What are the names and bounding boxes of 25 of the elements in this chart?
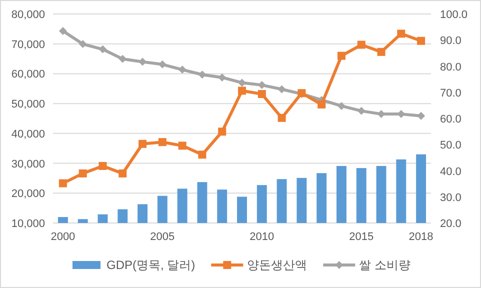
y-tick-label: 10,000 bbox=[11, 218, 45, 230]
y-tick-label: 70,000 bbox=[11, 38, 45, 51]
y2-tick-label: 40.0 bbox=[440, 166, 462, 178]
x-tick-label: 2005 bbox=[150, 231, 175, 243]
y-tick-label: 50,000 bbox=[11, 98, 45, 111]
y2-tick-label: 20.0 bbox=[440, 218, 462, 230]
y2-tick-label: 50.0 bbox=[440, 140, 462, 152]
y-tick-label: 40,000 bbox=[11, 128, 45, 140]
y2-tick-label: 90.0 bbox=[440, 35, 462, 48]
x-tick-label: 2018 bbox=[408, 231, 434, 243]
y2-tick-label: 100.0 bbox=[440, 9, 468, 21]
y2-tick-label: 70.0 bbox=[440, 87, 462, 100]
y2-tick-label: 60.0 bbox=[440, 114, 462, 126]
x-tick-label: 2000 bbox=[50, 231, 76, 243]
y-tick-label: 80,000 bbox=[11, 9, 45, 21]
x-tick-label: 2010 bbox=[250, 231, 274, 243]
y-tick-label: 20,000 bbox=[11, 188, 45, 200]
y-tick-label: 30,000 bbox=[11, 158, 45, 170]
legend-label: 쌀 소비량 bbox=[359, 258, 411, 272]
y2-tick-label: 80.0 bbox=[440, 61, 462, 74]
y-tick-label: 60,000 bbox=[11, 68, 45, 81]
x-tick-label: 2015 bbox=[349, 231, 374, 243]
y2-tick-label: 30.0 bbox=[440, 192, 462, 204]
legend-label: GDP(명목, 달러) bbox=[106, 258, 196, 272]
legend-label: 양돈생산액 bbox=[247, 258, 308, 272]
